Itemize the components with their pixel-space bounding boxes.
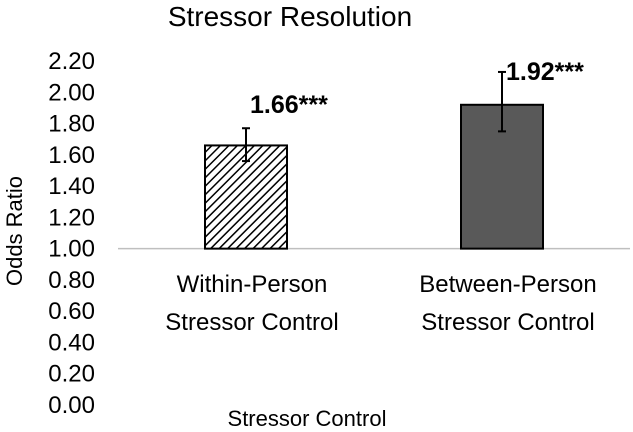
y-tick-label: 0.00 [48,392,95,419]
chart-title: Stressor Resolution [168,1,412,32]
x-axis-title: Stressor Control [228,406,387,431]
bar-1 [204,144,288,250]
category-label: Stressor Control [421,309,594,336]
y-tick-label: 1.80 [48,111,95,138]
y-tick-label: 0.80 [48,267,95,294]
y-tick-label: 2.00 [48,79,95,106]
y-tick-label: 0.20 [48,361,95,388]
category-label: Within-Person [177,271,328,298]
y-tick-label: 1.20 [48,204,95,231]
y-tick-label: 2.20 [48,48,95,75]
y-tick-label: 0.40 [48,329,95,356]
plot-area: 0.00 0.20 0.40 0.60 0.80 1.00 1.20 1.40 1.60 1.80… [48,48,630,419]
category-label: Stressor Control [165,309,338,336]
y-tick-label: 1.00 [48,236,95,263]
y-tick-label: 0.60 [48,298,95,325]
y-axis-title: Odds Ratio [2,176,27,286]
y-tick-label: 1.60 [48,142,95,169]
y-tick-label: 1.40 [48,173,95,200]
category-label: Between-Person [419,271,596,298]
data-label-2: 1.92*** [506,58,584,86]
data-label-1: 1.66*** [250,91,328,119]
